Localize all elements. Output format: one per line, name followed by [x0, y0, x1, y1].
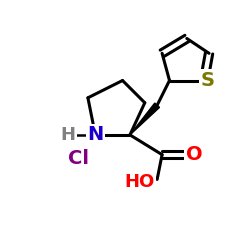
- Text: H: H: [61, 126, 76, 144]
- Polygon shape: [130, 103, 160, 135]
- Text: O: O: [186, 145, 202, 164]
- Text: Cl: Cl: [68, 149, 88, 168]
- Text: S: S: [201, 71, 215, 90]
- Text: HO: HO: [124, 173, 155, 191]
- Text: N: N: [87, 126, 104, 144]
